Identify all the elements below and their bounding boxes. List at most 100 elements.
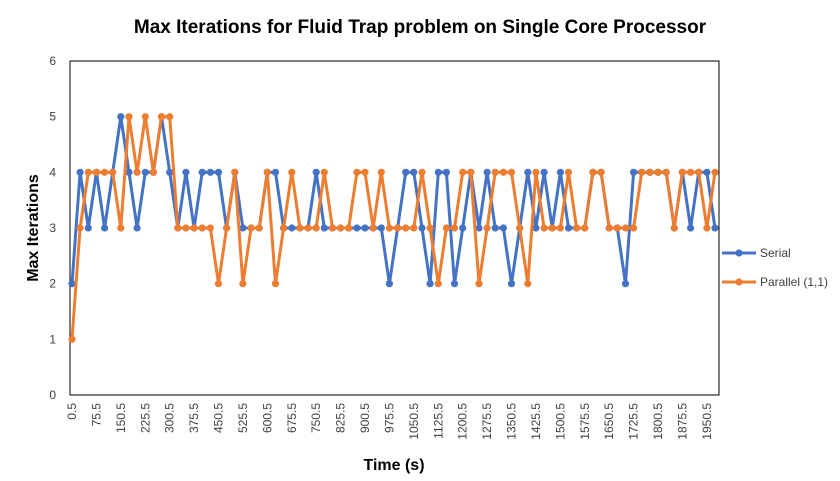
data-point — [638, 168, 646, 176]
data-point — [475, 280, 483, 288]
data-point — [239, 280, 247, 288]
data-point — [499, 224, 507, 232]
data-point — [564, 224, 573, 232]
data-point — [76, 224, 84, 232]
data-point — [524, 280, 532, 288]
data-point — [288, 168, 296, 176]
data-point — [157, 113, 166, 121]
data-point — [450, 280, 459, 288]
x-tick-label: 0.5 — [65, 403, 79, 420]
data-point — [385, 224, 393, 232]
data-point — [670, 224, 678, 232]
data-point — [190, 224, 198, 232]
data-point — [573, 224, 581, 232]
data-point — [288, 224, 296, 232]
legend-marker — [735, 249, 743, 257]
data-point — [68, 280, 76, 288]
x-tick-label: 1650.5 — [602, 403, 616, 440]
data-point — [630, 224, 638, 232]
data-point — [174, 224, 182, 232]
data-point — [532, 168, 540, 176]
x-tick-label: 1050.5 — [407, 403, 421, 440]
data-point — [271, 280, 280, 288]
data-point — [141, 168, 149, 176]
legend-item: Serial — [722, 246, 791, 260]
data-point — [662, 168, 670, 176]
x-tick-label: 525.5 — [236, 403, 250, 433]
data-point — [125, 168, 133, 176]
y-tick-label: 6 — [49, 54, 56, 68]
data-point — [68, 335, 76, 343]
data-point — [418, 168, 426, 176]
data-point — [149, 168, 157, 176]
data-point — [271, 168, 280, 176]
data-point — [361, 224, 369, 232]
x-tick-label: 75.5 — [89, 403, 103, 427]
data-point — [280, 224, 288, 232]
data-point — [255, 224, 263, 232]
x-tick-label: 225.5 — [138, 403, 152, 433]
data-point — [410, 168, 418, 176]
y-tick-label: 1 — [49, 332, 56, 346]
x-tick-label: 1275.5 — [480, 403, 494, 440]
data-point — [345, 224, 353, 232]
data-point — [337, 224, 345, 232]
x-tick-label: 1575.5 — [578, 403, 592, 440]
legend-label: Parallel (1,1) — [760, 275, 828, 289]
data-point — [304, 224, 312, 232]
data-point — [385, 280, 393, 288]
data-point — [247, 224, 255, 232]
data-point — [141, 113, 149, 121]
data-point — [353, 224, 361, 232]
data-point — [369, 224, 377, 232]
x-tick-label: 1800.5 — [651, 403, 665, 440]
data-point — [320, 224, 328, 232]
data-point — [76, 168, 84, 176]
data-point — [84, 224, 92, 232]
data-point — [133, 224, 141, 232]
x-axis: 0.5 75.5 150.5 225.5 300.5 375.5 450.5 525.5 600… — [65, 403, 714, 440]
x-tick-label: 1725.5 — [627, 403, 641, 440]
data-point — [695, 168, 703, 176]
x-tick-label: 975.5 — [382, 403, 396, 433]
data-point — [442, 168, 450, 176]
x-tick-label: 1500.5 — [553, 403, 567, 440]
data-point — [101, 224, 109, 232]
data-point — [556, 224, 565, 232]
data-point — [312, 224, 320, 232]
data-point — [507, 280, 516, 288]
x-tick-label: 750.5 — [309, 403, 323, 433]
series-layer — [68, 113, 719, 343]
data-point — [434, 168, 442, 176]
data-point — [361, 168, 369, 176]
data-point — [231, 168, 239, 176]
data-point — [540, 168, 548, 176]
y-axis: 0 1 2 3 4 5 6 — [49, 54, 56, 402]
data-point — [402, 224, 410, 232]
data-point — [613, 224, 621, 232]
data-point — [491, 168, 499, 176]
data-point — [394, 224, 402, 232]
data-point — [524, 168, 532, 176]
y-axis-title: Max Iterations — [25, 174, 42, 282]
legend-label: Serial — [760, 246, 791, 260]
x-tick-label: 375.5 — [187, 403, 201, 433]
x-tick-label: 1950.5 — [700, 403, 714, 440]
data-point — [377, 224, 385, 232]
y-tick-label: 2 — [49, 277, 56, 291]
data-point — [320, 168, 328, 176]
data-point — [296, 224, 304, 232]
data-point — [125, 113, 133, 121]
chart-title: Max Iterations for Fluid Trap problem on… — [134, 17, 707, 38]
data-point — [133, 168, 141, 176]
data-point — [703, 224, 711, 232]
data-point — [426, 224, 434, 232]
legend-marker — [735, 278, 743, 286]
data-point — [491, 224, 499, 232]
data-point — [564, 168, 573, 176]
legend-item: Parallel (1,1) — [722, 275, 828, 289]
data-point — [328, 224, 337, 232]
data-point — [467, 168, 475, 176]
data-point — [263, 168, 271, 176]
x-tick-label: 1875.5 — [675, 403, 689, 440]
